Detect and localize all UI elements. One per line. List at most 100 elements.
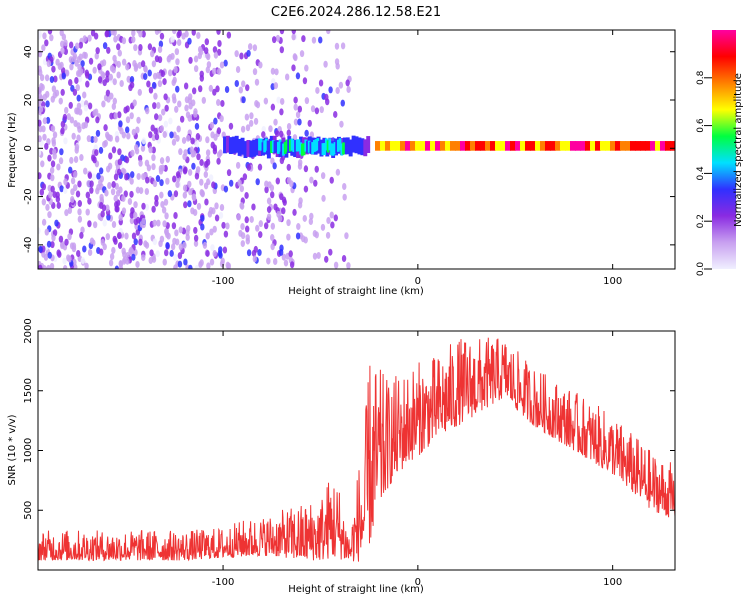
spectrogram-cell	[328, 138, 332, 151]
spectrogram-cell	[246, 49, 251, 57]
spectrogram-cell	[340, 42, 346, 50]
spectrogram-cell	[39, 74, 45, 82]
spectrogram-cell	[80, 257, 86, 265]
spectrogram-cell	[114, 135, 120, 143]
spectrogram-cell	[234, 135, 239, 153]
spectrogram-cell	[121, 37, 127, 45]
spectrogram-cell	[144, 241, 150, 249]
spectrogram-cell	[148, 146, 153, 154]
spectrogram-cell	[293, 118, 299, 126]
x-tick-label: 100	[603, 276, 622, 287]
spectrogram-cell	[320, 172, 326, 180]
spectrogram-cell	[505, 141, 512, 151]
spectrogram-cell	[121, 257, 127, 265]
spectrogram-cell	[283, 259, 289, 267]
spectrogram-cell	[154, 133, 160, 141]
spectrogram-cell	[41, 183, 47, 191]
spectrogram-cell	[206, 262, 211, 269]
spectrogram-cell	[314, 231, 319, 239]
spectrogram-panel: -100 0 100 -40 -20 0 20 40 Height of straight …	[7, 29, 676, 297]
spectrogram-cell	[74, 107, 79, 115]
spectrogram-cell	[196, 202, 202, 210]
spectrogram-cell	[309, 176, 314, 184]
spectrogram-cell	[314, 139, 318, 152]
spectrogram-cell	[203, 47, 209, 55]
spectrogram-cell	[70, 177, 76, 185]
spectrogram-cell	[620, 141, 627, 151]
spectrogram-cells	[38, 30, 675, 269]
spectrogram-cell	[136, 172, 141, 180]
spectrogram-cell	[480, 141, 487, 151]
spectrogram-cell	[187, 37, 192, 45]
spectrogram-cell	[188, 188, 193, 196]
spectrogram-cell	[147, 43, 153, 51]
spectrogram-cell	[670, 141, 675, 151]
spectrogram-cell	[218, 149, 223, 157]
spectrogram-cell	[205, 158, 211, 166]
spectrogram-cell	[220, 99, 225, 107]
spectrogram-cell	[580, 141, 587, 151]
spectrogram-cell	[151, 154, 156, 162]
spectrogram-cell	[51, 234, 56, 242]
spectrogram-cell	[152, 238, 158, 246]
spectrogram-cell	[63, 186, 68, 194]
spectrogram-cell	[273, 140, 277, 153]
spectrogram-cell	[131, 232, 137, 240]
spectrogram-cell	[240, 240, 245, 248]
spectrogram-cell	[107, 162, 113, 170]
spectrogram-cell	[226, 31, 232, 39]
spectrogram-cell	[88, 57, 94, 65]
spectrogram-cell	[465, 141, 472, 151]
spectrogram-cell	[187, 114, 192, 122]
spectrogram-cell	[78, 41, 83, 49]
spectrogram-cell	[118, 259, 123, 267]
spectrogram-cell	[153, 92, 158, 100]
spectrogram-cell	[272, 162, 277, 170]
spectrogram-cell	[38, 245, 43, 253]
spectrogram-cell	[304, 129, 309, 137]
spectrogram-cell	[50, 241, 55, 249]
spectrogram-cell	[131, 253, 136, 261]
spectrogram-cell	[213, 117, 218, 125]
spectrogram-cell	[141, 173, 146, 181]
spectrogram-cell	[170, 52, 175, 60]
spectrogram-cell	[82, 91, 87, 99]
spectrogram-cell	[60, 47, 65, 55]
colorbar-tick-label: 0.6	[696, 118, 706, 133]
spectrogram-cell	[184, 104, 189, 112]
spectrogram-cell	[45, 203, 50, 211]
spectrogram-cell	[159, 191, 164, 199]
spectrogram-cell	[660, 141, 667, 151]
spectrogram-cell	[161, 108, 166, 116]
spectrogram-cell	[49, 76, 55, 84]
spectrogram-cell	[112, 97, 118, 105]
spectrogram-cell	[309, 141, 313, 154]
spectrogram-cell	[200, 223, 205, 231]
spectrogram-cell	[450, 141, 457, 151]
spectrogram-cell	[205, 136, 210, 144]
snr-x-axis: -100 0 100	[212, 331, 622, 588]
spectrogram-cell	[570, 141, 577, 151]
spectrogram-cell	[194, 140, 199, 148]
spectrogram-cell	[290, 138, 294, 151]
spectrogram-cell	[307, 140, 311, 153]
spectrogram-cell	[258, 138, 261, 151]
spectrogram-cell	[287, 139, 290, 152]
spectrogram-cell	[63, 48, 69, 56]
spectrogram-cell	[133, 201, 138, 209]
spectrogram-cell	[155, 175, 161, 183]
spectrogram-cell	[49, 34, 54, 42]
spectrogram-cell	[164, 228, 169, 236]
spectrogram-cell	[125, 63, 130, 71]
spectrogram-cell	[299, 142, 302, 155]
spectrogram-cell	[106, 46, 111, 54]
spectrogram-cell	[219, 203, 225, 211]
spectrogram-cell	[395, 141, 402, 151]
spectrogram-cell	[151, 146, 156, 154]
spectrogram-cell	[630, 141, 637, 151]
spectrogram-cell	[289, 261, 295, 269]
spectrogram-cell	[334, 42, 340, 50]
spectrogram-cell	[295, 111, 301, 119]
spectrogram-cell	[61, 72, 66, 80]
spectrogram-cell	[178, 148, 183, 156]
